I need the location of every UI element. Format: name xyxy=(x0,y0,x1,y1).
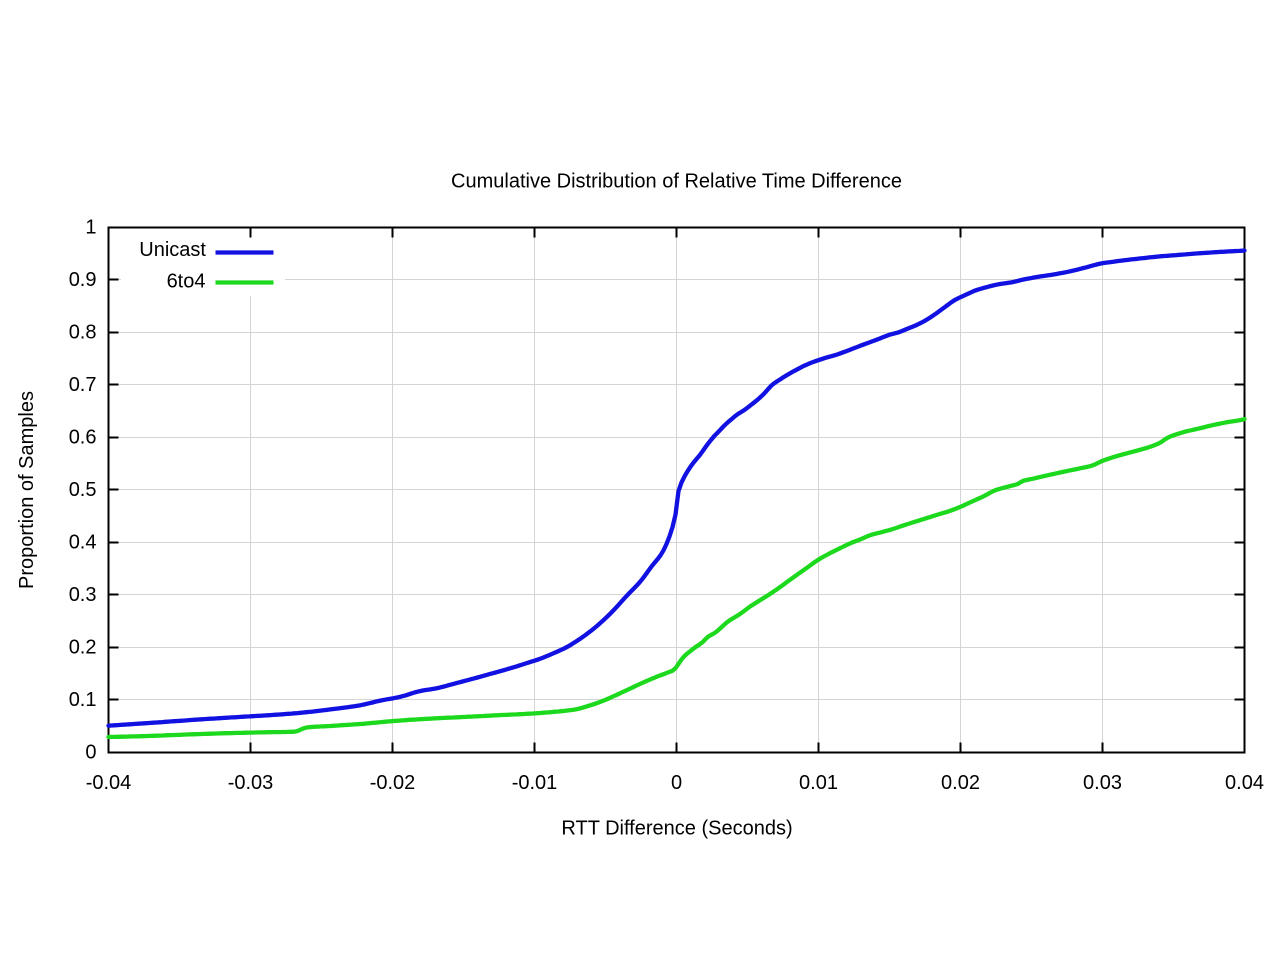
svg-text:0.5: 0.5 xyxy=(69,479,97,501)
svg-text:-0.04: -0.04 xyxy=(86,772,132,794)
svg-text:0.9: 0.9 xyxy=(69,269,97,291)
svg-text:0: 0 xyxy=(85,742,96,764)
svg-text:0.1: 0.1 xyxy=(69,689,97,711)
svg-text:0.2: 0.2 xyxy=(69,637,97,659)
svg-text:-0.03: -0.03 xyxy=(228,772,274,794)
svg-text:1: 1 xyxy=(85,217,96,239)
svg-text:0.3: 0.3 xyxy=(69,584,97,606)
svg-text:0.6: 0.6 xyxy=(69,427,97,449)
svg-text:0.7: 0.7 xyxy=(69,374,97,396)
svg-text:0.04: 0.04 xyxy=(1225,772,1264,794)
svg-text:0.02: 0.02 xyxy=(941,772,980,794)
svg-text:0: 0 xyxy=(671,772,682,794)
svg-text:-0.01: -0.01 xyxy=(512,772,558,794)
svg-text:Cumulative Distribution of Rel: Cumulative Distribution of Relative Time… xyxy=(451,171,902,193)
svg-text:0.4: 0.4 xyxy=(69,532,97,554)
svg-text:0.8: 0.8 xyxy=(69,322,97,344)
svg-text:Proportion of Samples: Proportion of Samples xyxy=(16,391,38,589)
svg-text:0.01: 0.01 xyxy=(799,772,838,794)
svg-text:6to4: 6to4 xyxy=(167,271,206,293)
svg-text:Unicast: Unicast xyxy=(139,239,206,261)
svg-text:RTT Difference (Seconds): RTT Difference (Seconds) xyxy=(561,818,792,840)
svg-text:-0.02: -0.02 xyxy=(370,772,416,794)
svg-text:0.03: 0.03 xyxy=(1083,772,1122,794)
